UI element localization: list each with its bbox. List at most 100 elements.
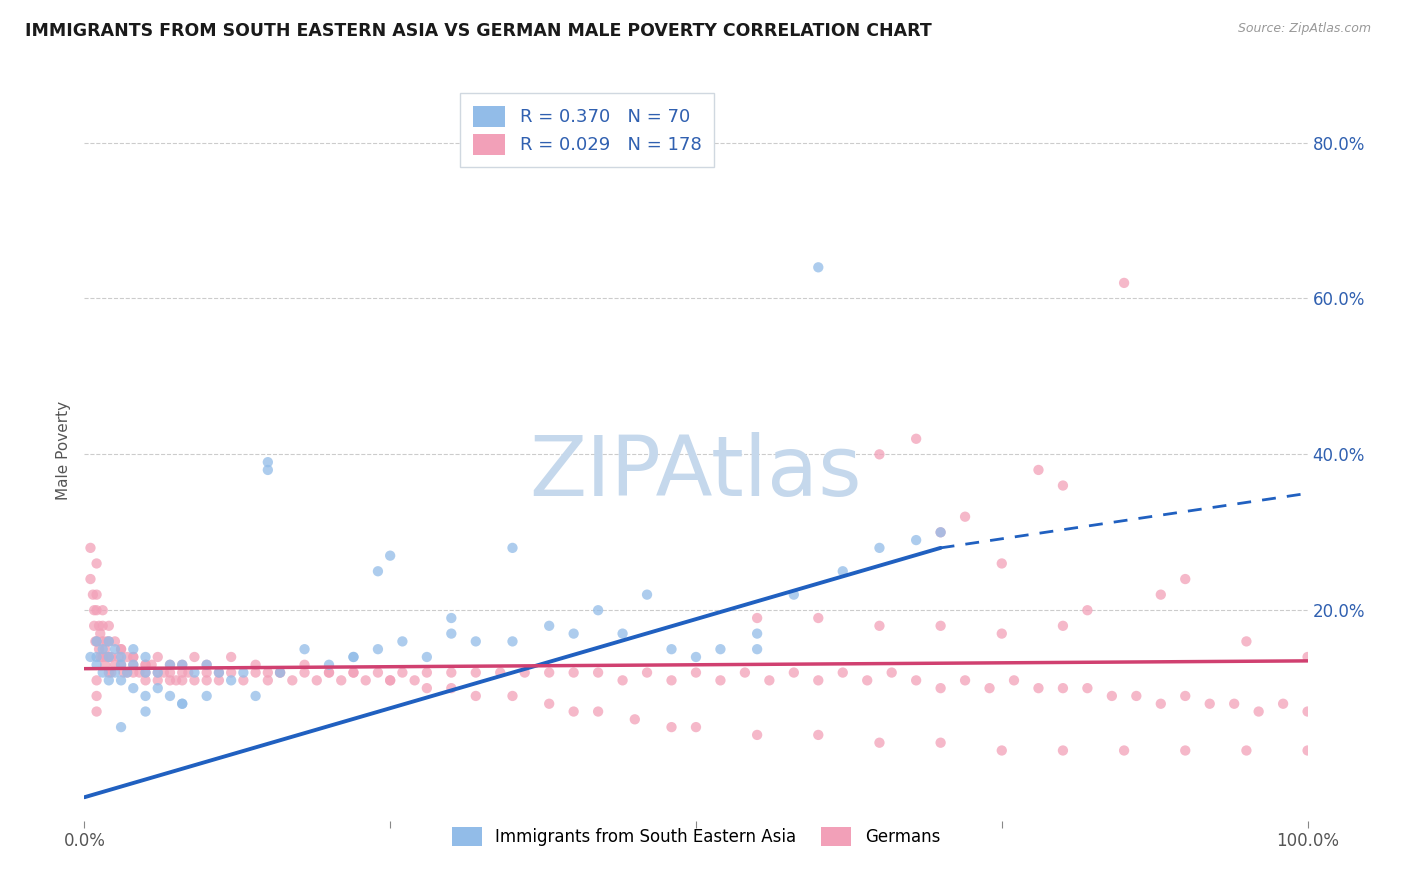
Point [367,564,389,578]
Point [905,432,928,446]
Point [1236,634,1258,648]
Point [929,736,952,750]
Point [538,697,561,711]
Point [1236,743,1258,757]
Point [562,705,585,719]
Point [929,619,952,633]
Point [183,673,205,688]
Point [86,557,108,571]
Point [807,673,830,688]
Point [489,665,512,680]
Point [991,626,1014,640]
Point [1076,681,1098,695]
Point [612,673,634,688]
Point [661,642,683,657]
Text: IMMIGRANTS FROM SOUTH EASTERN ASIA VS GERMAN MALE POVERTY CORRELATION CHART: IMMIGRANTS FROM SOUTH EASTERN ASIA VS GE… [25,22,932,40]
Legend: Immigrants from South Eastern Asia, Germans: Immigrants from South Eastern Asia, Germ… [446,821,946,853]
Point [783,588,806,602]
Point [83,619,105,633]
Point [1052,743,1074,757]
Point [758,673,780,688]
Point [89,650,111,665]
Point [502,689,524,703]
Point [91,603,114,617]
Point [86,689,108,703]
Point [1002,673,1025,688]
Point [1296,743,1319,757]
Point [183,650,205,665]
Point [440,611,463,625]
Point [440,665,463,680]
Point [612,626,634,640]
Point [112,665,135,680]
Point [257,673,280,688]
Point [245,689,267,703]
Point [464,634,486,648]
Point [100,650,122,665]
Point [159,665,181,680]
Point [96,650,118,665]
Point [807,728,830,742]
Point [330,673,353,688]
Point [183,665,205,680]
Point [104,657,127,672]
Point [380,549,402,563]
Point [87,619,110,633]
Point [294,665,316,680]
Point [294,657,316,672]
Point [905,533,928,547]
Point [807,260,830,275]
Point [905,673,928,688]
Point [979,681,1001,695]
Point [153,665,176,680]
Point [269,665,291,680]
Point [513,665,536,680]
Point [115,665,138,680]
Point [86,673,108,688]
Point [783,665,806,680]
Point [367,665,389,680]
Point [122,650,145,665]
Point [110,642,132,657]
Point [869,619,891,633]
Point [146,673,169,688]
Point [747,642,769,657]
Point [122,665,145,680]
Point [929,681,952,695]
Point [79,572,101,586]
Point [257,665,280,680]
Point [269,665,291,680]
Point [195,673,218,688]
Point [464,665,486,680]
Point [86,657,108,672]
Point [91,642,114,657]
Point [86,634,108,648]
Point [1223,697,1246,711]
Point [807,611,830,625]
Point [1028,463,1050,477]
Point [685,665,707,680]
Point [159,689,181,703]
Point [172,657,194,672]
Point [404,673,426,688]
Point [146,665,169,680]
Point [107,650,129,665]
Point [502,634,524,648]
Point [245,657,267,672]
Point [219,673,242,688]
Point [97,650,120,665]
Point [991,743,1014,757]
Point [318,665,340,680]
Text: ZIPAtlas: ZIPAtlas [530,432,862,513]
Point [100,665,122,680]
Point [440,681,463,695]
Point [953,509,976,524]
Point [219,665,242,680]
Point [1052,619,1074,633]
Point [208,665,231,680]
Point [172,697,194,711]
Point [97,665,120,680]
Point [416,681,439,695]
Point [208,673,231,688]
Point [91,650,114,665]
